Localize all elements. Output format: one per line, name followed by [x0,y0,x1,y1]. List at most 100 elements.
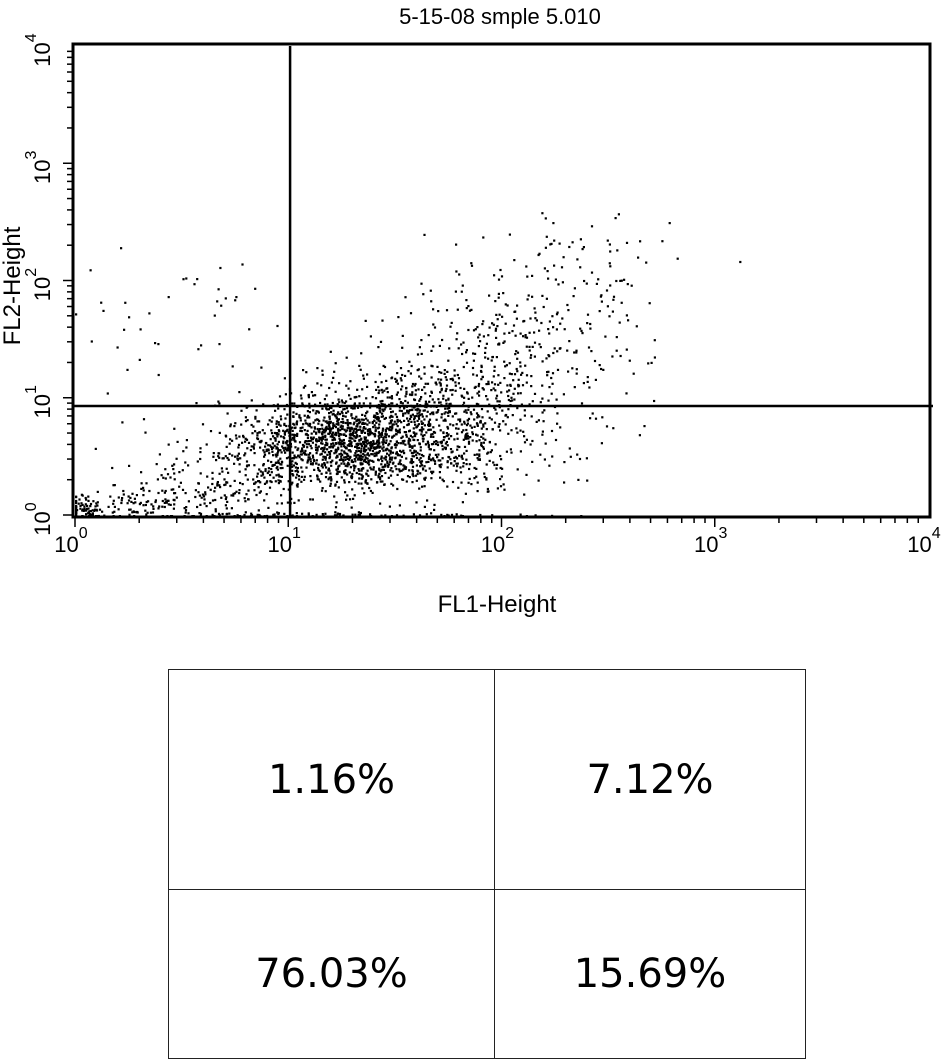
scatter-point-2096 [454,455,457,458]
scatter-point-550 [350,414,353,417]
scatter-point-2413 [292,457,295,460]
scatter-point-832 [294,440,297,443]
scatter-point-444 [371,444,374,447]
scatter-point-2068 [448,403,451,406]
scatter-point-1690 [360,477,364,480]
scatter-point-1246 [364,445,368,448]
scatter-point-1521 [459,420,462,423]
scatter-point-2795 [81,515,84,518]
scatter-point-2993 [289,515,292,518]
scatter-point-1907 [441,478,444,481]
scatter-point-1438 [321,373,324,376]
scatter-point-1245 [496,400,499,403]
scatter-point-2863 [562,256,565,259]
scatter-point-1928 [344,469,347,472]
scatter-point-2638 [136,511,139,514]
scatter-point-2767 [75,515,78,518]
scatter-point-846 [347,454,350,457]
scatter-point-475 [283,408,286,411]
scatter-point-2227 [519,361,522,364]
scatter-point-1932 [328,455,332,458]
scatter-point-309 [371,453,374,456]
scatter-point-2743 [133,515,136,518]
scatter-point-1658 [419,472,422,475]
scatter-point-2909 [537,253,540,257]
scatter-point-2415 [171,464,174,467]
scatter-point-2627 [181,488,185,491]
scatter-point-2167 [550,376,553,380]
scatter-point-2580 [201,423,205,426]
scatter-point-2917 [615,279,618,283]
scatter-point-2679 [209,501,212,505]
scatter-point-2644 [112,502,115,505]
scatter-point-2116 [408,360,411,363]
scatter-point-560 [331,433,334,436]
scatter-point-888 [279,449,282,452]
scatter-point-1257 [328,412,331,415]
scatter-point-1400 [307,396,310,399]
scatter-point-1515 [425,415,428,418]
scatter-point-2919 [661,240,664,243]
scatter-point-909 [332,442,335,445]
x-axis-ticks: 100 101 102 103 104 [54,517,941,557]
scatter-point-2236 [541,384,544,387]
scatter-point-1279 [420,430,423,433]
scatter-point-2094 [470,262,473,265]
scatter-point-2202 [430,349,433,352]
scatter-point-2222 [525,345,528,348]
scatter-point-516 [353,469,356,472]
scatter-point-2861 [606,305,609,308]
scatter-point-2609 [217,512,221,515]
scatter-point-1572 [517,392,520,395]
scatter-point-1054 [562,393,565,396]
scatter-point-1554 [477,385,480,388]
scatter-point-2178 [648,302,651,305]
scatter-point-2923 [460,514,463,517]
scatter-point-1725 [416,439,419,442]
scatter-point-260 [343,401,346,405]
scatter-point-1232 [391,425,394,428]
scatter-point-1046 [501,409,504,412]
scatter-point-2818 [75,500,78,503]
scatter-point-1709 [476,490,479,493]
scatter-point-2653 [163,505,166,509]
scatter-point-825 [300,458,303,461]
scatter-point-935 [398,454,402,457]
scatter-point-1186 [446,407,449,410]
scatter-point-2673 [194,495,197,499]
scatter-point-93 [276,468,279,471]
scatter-point-2381 [269,473,272,477]
scatter-point-1181 [455,412,458,415]
scatter-point-659 [334,431,337,434]
scatter-point-1326 [345,407,349,410]
scatter-point-792 [359,511,362,515]
scatter-point-2615 [120,499,123,502]
scatter-point-759 [285,457,289,460]
scatter-point-2334 [474,328,477,331]
scatter-point-9 [355,454,358,457]
scatter-point-1401 [409,372,412,375]
scatter-point-2807 [91,512,94,515]
scatter-point-2287 [455,270,458,273]
scatter-point-2900 [582,246,585,249]
scatter-point-2927 [455,513,458,516]
scatter-point-1618 [398,431,401,434]
scatter-point-2561 [214,486,217,489]
scatter-point-2777 [97,514,100,518]
scatter-point-1169 [467,437,470,440]
scatter-point-254 [374,471,377,474]
scatter-point-2289 [470,426,473,429]
scatter-point-2696 [224,504,227,507]
scatter-point-2206 [548,320,551,323]
scatter-point-1190 [428,400,431,403]
scatter-point-1480 [407,410,410,413]
scatter-point-835 [299,394,303,397]
scatter-point-2527 [258,431,261,434]
scatter-point-2950 [580,515,583,518]
scatter-point-866 [326,403,329,406]
scatter-point-2217 [427,334,430,337]
scatter-point-2983 [256,513,259,516]
scatter-point-2209 [619,354,622,358]
scatter-point-2348 [471,366,475,370]
scatter-point-839 [262,403,265,406]
